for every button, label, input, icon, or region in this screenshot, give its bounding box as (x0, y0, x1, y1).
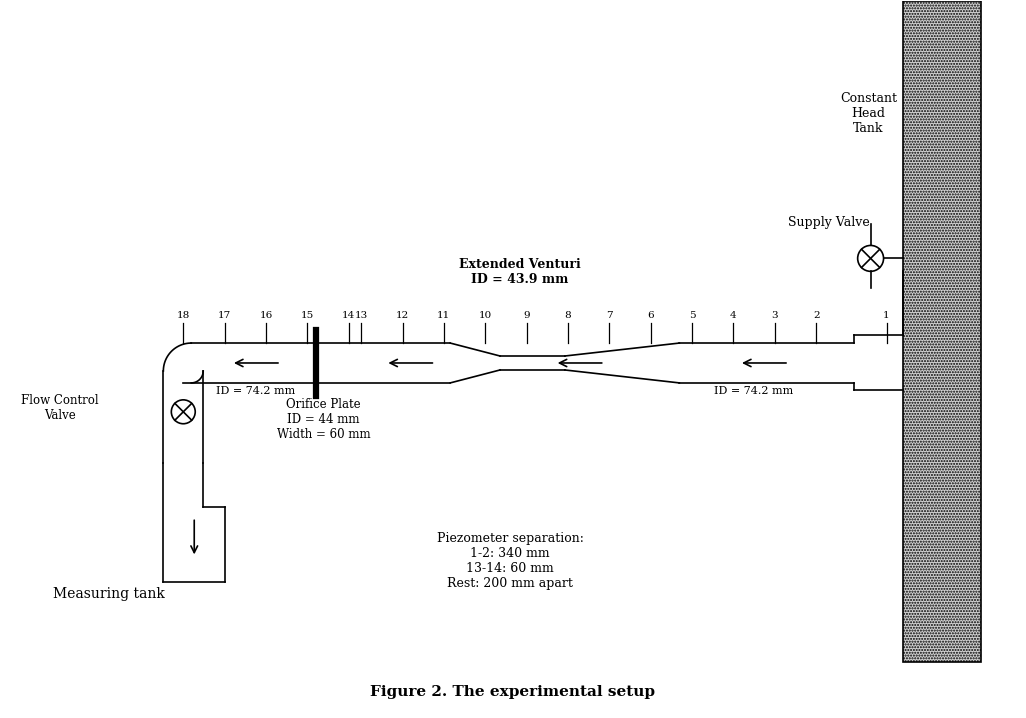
Text: 3: 3 (772, 311, 778, 320)
Bar (904, 1, 981, 662)
Text: 12: 12 (396, 311, 409, 320)
Circle shape (171, 400, 195, 424)
Text: Flow Control
Valve: Flow Control Valve (21, 393, 98, 421)
Text: 5: 5 (688, 311, 696, 320)
Text: 15: 15 (301, 311, 314, 320)
Text: 18: 18 (176, 311, 190, 320)
Text: Piezometer separation:
1-2: 340 mm
13-14: 60 mm
Rest: 200 mm apart: Piezometer separation: 1-2: 340 mm 13-14… (437, 532, 584, 590)
Text: Extended Venturi
ID = 43.9 mm: Extended Venturi ID = 43.9 mm (459, 258, 581, 286)
Text: 9: 9 (523, 311, 530, 320)
Text: 7: 7 (606, 311, 613, 320)
Text: 14: 14 (342, 311, 355, 320)
Text: Orifice Plate
ID = 44 mm
Width = 60 mm: Orifice Plate ID = 44 mm Width = 60 mm (277, 398, 370, 441)
Text: Supply Valve: Supply Valve (788, 215, 870, 228)
Text: 6: 6 (647, 311, 654, 320)
Text: 16: 16 (260, 311, 273, 320)
Text: 2: 2 (813, 311, 820, 320)
Text: 17: 17 (218, 311, 231, 320)
Text: 10: 10 (479, 311, 491, 320)
Text: Constant
Head
Tank: Constant Head Tank (840, 93, 897, 136)
Text: ID = 74.2 mm: ID = 74.2 mm (216, 386, 295, 396)
Text: 4: 4 (731, 311, 737, 320)
Text: 13: 13 (355, 311, 367, 320)
Text: Measuring tank: Measuring tank (52, 587, 164, 601)
Text: 1: 1 (883, 311, 890, 320)
Text: 8: 8 (564, 311, 571, 320)
Text: ID = 74.2 mm: ID = 74.2 mm (714, 386, 794, 396)
Text: Figure 2. The experimental setup: Figure 2. The experimental setup (370, 685, 656, 699)
Text: 11: 11 (437, 311, 450, 320)
